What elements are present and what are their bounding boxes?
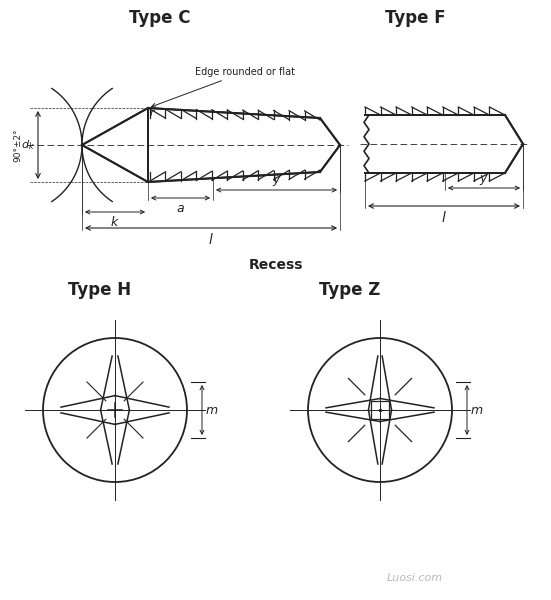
Text: Edge rounded or flat: Edge rounded or flat <box>152 67 295 107</box>
Text: $y$: $y$ <box>272 174 282 188</box>
Text: $m$: $m$ <box>206 403 219 416</box>
Text: Type Z: Type Z <box>320 281 381 299</box>
Text: Recess: Recess <box>249 258 303 272</box>
Text: 90°±2°: 90°±2° <box>14 128 23 162</box>
Text: Type H: Type H <box>68 281 132 299</box>
Text: $k$: $k$ <box>110 215 120 229</box>
Text: $m$: $m$ <box>471 403 484 416</box>
Text: $y$: $y$ <box>479 173 489 187</box>
Text: $l$: $l$ <box>208 232 214 247</box>
Text: Luosi.com: Luosi.com <box>387 573 443 583</box>
Text: $d_k$: $d_k$ <box>21 138 35 152</box>
Text: $a$: $a$ <box>176 202 185 214</box>
Text: $l$: $l$ <box>441 209 447 224</box>
Text: $r$: $r$ <box>149 107 156 118</box>
Bar <box>371 401 390 419</box>
Text: Type C: Type C <box>129 9 191 27</box>
Text: Type F: Type F <box>385 9 445 27</box>
